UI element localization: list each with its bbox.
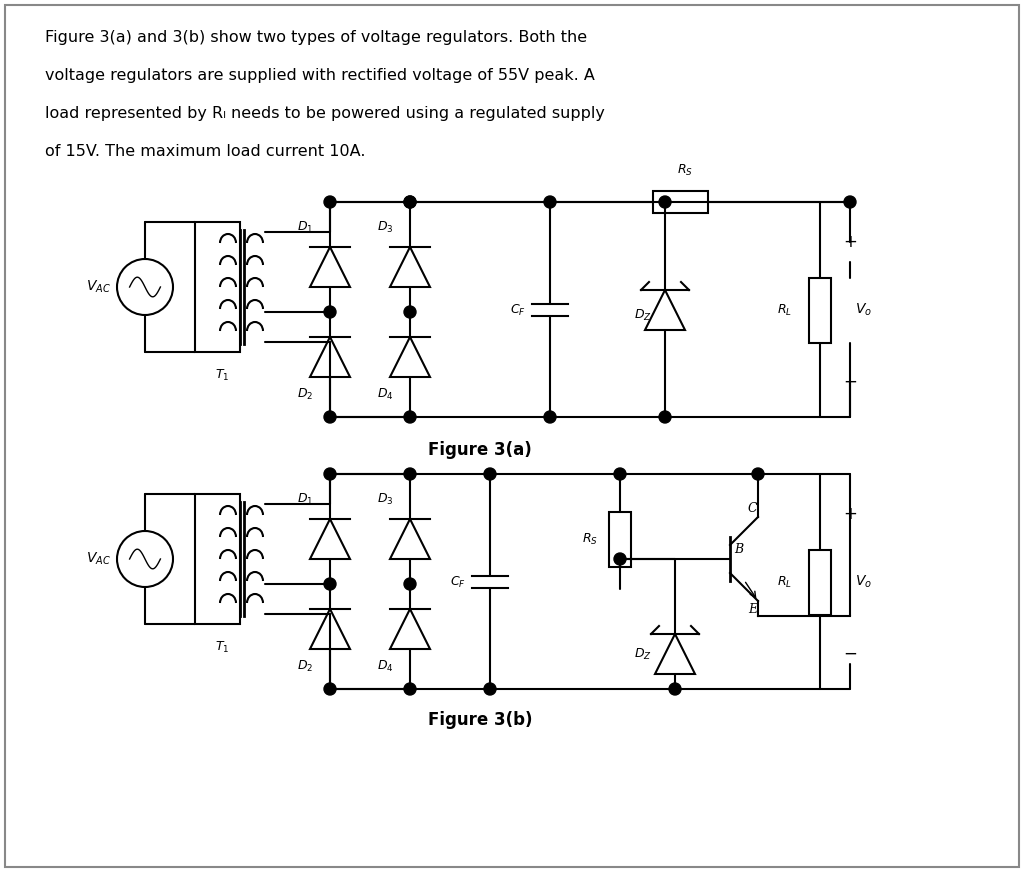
Circle shape [404,468,416,480]
Text: $T_1$: $T_1$ [215,367,229,383]
Text: $C_F$: $C_F$ [451,575,466,589]
Bar [652,191,708,213]
Circle shape [544,196,556,208]
Text: $D_3$: $D_3$ [377,492,393,507]
Text: $D_Z$: $D_Z$ [634,308,652,323]
Text: $D_3$: $D_3$ [377,220,393,235]
Text: $R_S$: $R_S$ [677,162,693,178]
Circle shape [404,196,416,208]
Circle shape [659,411,671,423]
Circle shape [844,196,856,208]
Text: +: + [843,505,857,523]
Text: voltage regulators are supplied with rectified voltage of 55V peak. A: voltage regulators are supplied with rec… [45,67,595,83]
Circle shape [324,683,336,695]
Text: $V_o$: $V_o$ [855,574,872,590]
Circle shape [324,411,336,423]
Circle shape [404,683,416,695]
Bar [609,512,631,567]
Circle shape [614,468,626,480]
Text: $C_F$: $C_F$ [510,303,526,317]
Text: load represented by Rₗ needs to be powered using a regulated supply: load represented by Rₗ needs to be power… [45,106,605,120]
Text: $R_L$: $R_L$ [777,575,793,589]
Bar [809,549,831,615]
Text: +: + [843,233,857,251]
Text: $V_{AC}$: $V_{AC}$ [86,551,111,567]
Text: Figure 3(a) and 3(b) show two types of voltage regulators. Both the: Figure 3(a) and 3(b) show two types of v… [45,30,587,44]
Circle shape [669,683,681,695]
Text: E: E [748,603,757,616]
Circle shape [324,468,336,480]
Text: $D_1$: $D_1$ [297,220,313,235]
Text: of 15V. The maximum load current 10A.: of 15V. The maximum load current 10A. [45,144,366,159]
Circle shape [484,468,496,480]
Circle shape [404,578,416,590]
Bar [195,222,240,352]
Text: $R_L$: $R_L$ [777,303,793,317]
Text: $V_{AC}$: $V_{AC}$ [86,279,111,296]
Circle shape [544,411,556,423]
Circle shape [404,306,416,318]
Circle shape [324,578,336,590]
Text: $D_2$: $D_2$ [297,658,313,673]
Circle shape [404,411,416,423]
Text: $D_4$: $D_4$ [377,386,393,401]
Circle shape [484,683,496,695]
Bar [195,494,240,624]
Text: C: C [748,502,757,515]
Circle shape [404,196,416,208]
Bar [809,277,831,343]
Circle shape [324,306,336,318]
Text: B: B [734,542,743,555]
Text: $D_Z$: $D_Z$ [634,646,652,662]
Text: Figure 3(b): Figure 3(b) [428,711,532,729]
Text: −: − [843,645,857,663]
Circle shape [614,553,626,565]
Text: $D_1$: $D_1$ [297,492,313,507]
Text: $T_1$: $T_1$ [215,639,229,655]
Circle shape [324,196,336,208]
Circle shape [659,196,671,208]
Text: −: − [843,373,857,391]
Text: Figure 3(a): Figure 3(a) [428,441,531,459]
Text: $D_4$: $D_4$ [377,658,393,673]
Text: $D_2$: $D_2$ [297,386,313,401]
Text: $R_S$: $R_S$ [582,531,598,547]
Text: $V_o$: $V_o$ [855,302,872,318]
Circle shape [752,468,764,480]
